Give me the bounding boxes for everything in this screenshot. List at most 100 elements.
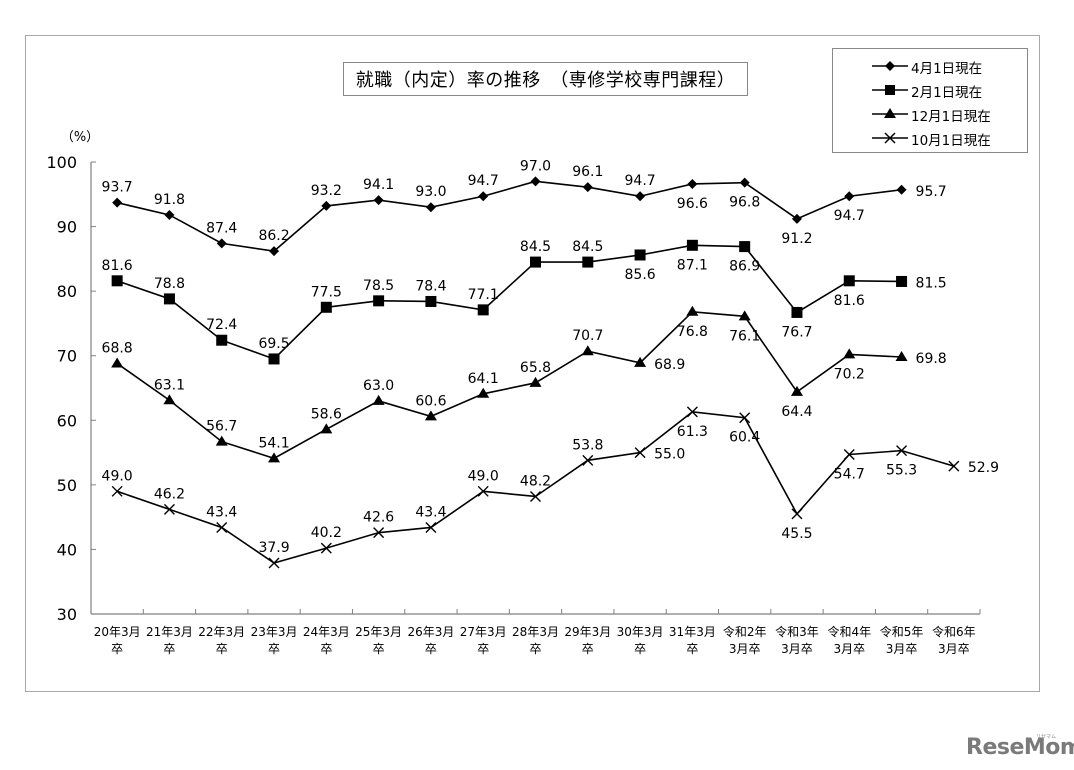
series-line [116, 244, 902, 360]
series-triangle: 68.8 63.1 56.7 54.1 58.6 63.0 60.6 64.1 65.8 70.7… [102, 305, 947, 463]
data-point-marker [896, 445, 908, 457]
data-point-marker [477, 485, 489, 497]
watermark-sub: リセマム [1036, 734, 1057, 740]
data-point-marker [896, 184, 907, 195]
data-point-marker [529, 376, 542, 387]
data-label: 76.1 [729, 328, 760, 344]
data-point-marker [686, 406, 698, 418]
x-tick-label: 25年3月 [355, 625, 402, 639]
x-tick-label: 卒 [529, 642, 541, 656]
series-layer: 93.7 91.8 87.4 86.2 93.2 94.1 93.0 94.7 97.0 96.1… [102, 158, 999, 569]
data-label: 93.0 [415, 184, 446, 200]
data-point-marker [268, 353, 280, 365]
x-tick-label: 卒 [686, 642, 698, 656]
series-diamond: 93.7 91.8 87.4 86.2 93.2 94.1 93.0 94.7 97.0 96.1… [102, 158, 947, 257]
x-tick-label: 令和4年 [827, 624, 871, 639]
data-point-marker [530, 176, 541, 187]
data-label: 60.4 [729, 430, 760, 446]
data-point-marker [373, 527, 385, 539]
diamond-icon [872, 61, 908, 71]
x-tick-label: 20年3月 [94, 625, 141, 639]
legend-label: 12月1日現在 [911, 109, 991, 125]
x-tick-label: 26年3月 [407, 625, 454, 639]
data-point-marker [843, 449, 855, 461]
data-point-marker [425, 521, 437, 533]
x-tick-label: 卒 [320, 642, 332, 656]
x-tick-label: 卒 [425, 642, 437, 656]
y-tick-label: 60 [57, 411, 77, 430]
data-point-marker [163, 394, 176, 405]
data-label: 43.4 [206, 504, 237, 520]
data-point-marker [477, 387, 490, 398]
data-point-marker [582, 256, 594, 268]
data-label: 64.4 [781, 404, 812, 420]
data-point-marker [634, 447, 646, 459]
x-tick-label: 30年3月 [617, 625, 664, 639]
data-point-marker [424, 410, 437, 421]
data-point-marker [843, 275, 855, 287]
x-tick-label: 令和6年 [932, 624, 976, 639]
data-point-marker [739, 241, 751, 253]
square-icon [872, 85, 908, 95]
data-point-marker [321, 200, 332, 211]
y-tick-label: 70 [57, 347, 77, 366]
y-tick-label: 30 [57, 605, 77, 624]
x-tick-label: 23年3月 [251, 625, 298, 639]
y-tick-label: 100 [46, 153, 77, 172]
data-label: 40.2 [311, 525, 342, 541]
data-label: 93.2 [311, 183, 342, 199]
legend-label: 2月1日現在 [911, 85, 983, 101]
data-label: 70.7 [572, 328, 603, 344]
data-point-marker [216, 334, 228, 346]
x-tick-label: 3月卒 [729, 642, 761, 656]
data-point-marker [791, 306, 803, 318]
data-label: 53.8 [572, 437, 603, 453]
legend-item-apr: 4月1日現在 [833, 54, 1029, 78]
data-label: 49.0 [468, 468, 499, 484]
data-label: 87.1 [677, 257, 708, 273]
data-point-marker [948, 460, 960, 472]
legend-label: 4月1日現在 [911, 61, 983, 77]
data-point-marker [843, 348, 856, 359]
data-label: 78.4 [415, 278, 446, 294]
data-point-marker [686, 305, 699, 316]
series-x: 49.0 46.2 43.4 37.9 40.2 42.6 43.4 49.0 48.2 53.8… [102, 406, 999, 569]
x-tick-label: 卒 [163, 642, 175, 656]
data-point-marker [844, 191, 855, 202]
data-label: 56.7 [206, 419, 237, 435]
data-label: 42.6 [363, 510, 394, 526]
data-label: 64.1 [468, 371, 499, 387]
x-tick-label: 令和3年 [775, 624, 819, 639]
series-line [116, 310, 902, 460]
data-point-marker [216, 238, 227, 249]
x-tick-label: 22年3月 [198, 625, 245, 639]
legend-label: 10月1日現在 [911, 133, 991, 149]
data-point-marker [111, 485, 123, 497]
data-label: 65.8 [520, 360, 551, 376]
x-tick-label: 卒 [582, 642, 594, 656]
data-label: 85.6 [625, 267, 656, 283]
data-point-marker [268, 452, 281, 463]
data-label: 96.1 [572, 164, 603, 180]
data-point-marker [268, 557, 280, 569]
x-tick-label: 3月卒 [886, 642, 918, 656]
data-point-marker [111, 357, 124, 368]
x-tick-label: 卒 [268, 642, 280, 656]
x-tick-label: 3月卒 [781, 642, 813, 656]
data-label: 43.4 [415, 504, 446, 520]
data-label: 68.9 [654, 357, 685, 373]
data-label: 48.2 [520, 473, 551, 489]
data-point-marker [896, 275, 908, 287]
chart-title: 就職（内定）率の推移 （専修学校専門課程） [343, 62, 748, 96]
data-label: 94.7 [834, 208, 865, 224]
data-point-marker [582, 454, 594, 466]
data-label: 86.2 [258, 228, 289, 244]
data-label: 87.4 [206, 220, 237, 236]
data-point-marker [320, 542, 332, 554]
data-point-marker [634, 356, 647, 367]
data-point-marker [790, 385, 803, 396]
data-label: 94.7 [625, 173, 656, 189]
data-label: 60.6 [415, 393, 446, 409]
data-point-marker [739, 177, 750, 188]
